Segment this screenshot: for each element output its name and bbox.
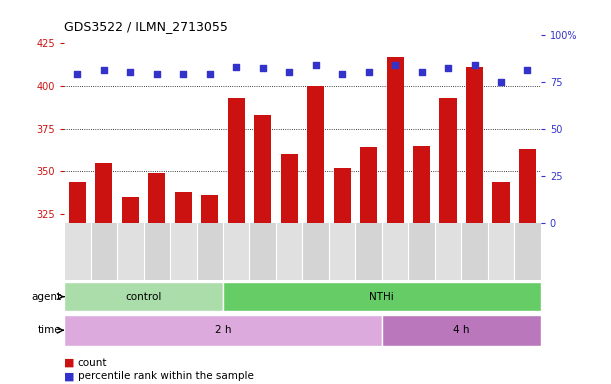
Bar <box>201 195 218 223</box>
Bar <box>360 147 377 223</box>
Text: percentile rank within the sample: percentile rank within the sample <box>78 371 254 381</box>
Bar <box>280 154 298 223</box>
Text: agent: agent <box>31 291 61 302</box>
Bar <box>334 168 351 223</box>
Bar <box>492 182 510 223</box>
Bar <box>170 223 197 280</box>
Point <box>470 61 480 68</box>
Bar <box>461 223 488 280</box>
Bar <box>117 223 144 280</box>
Text: ■: ■ <box>64 358 78 368</box>
Point <box>390 61 400 68</box>
Bar <box>387 57 404 223</box>
Point <box>284 69 294 75</box>
Point <box>258 65 268 71</box>
Bar <box>64 282 223 311</box>
Bar <box>148 173 166 223</box>
Bar <box>249 223 276 280</box>
Point <box>125 69 135 75</box>
Point <box>232 63 241 70</box>
Bar <box>197 223 223 280</box>
Bar <box>519 149 536 223</box>
Bar <box>514 223 541 280</box>
Bar <box>488 223 514 280</box>
Bar <box>122 197 139 223</box>
Bar <box>64 315 382 346</box>
Bar <box>466 67 483 223</box>
Point <box>443 65 453 71</box>
Point <box>73 71 82 77</box>
Point <box>152 71 162 77</box>
Bar <box>228 98 245 223</box>
Bar <box>329 223 356 280</box>
Bar <box>439 98 456 223</box>
Bar <box>382 315 541 346</box>
Text: control: control <box>125 291 162 302</box>
Text: GDS3522 / ILMN_2713055: GDS3522 / ILMN_2713055 <box>64 20 228 33</box>
Bar <box>413 146 430 223</box>
Bar <box>144 223 170 280</box>
Point <box>337 71 347 77</box>
Bar <box>254 115 271 223</box>
Point <box>205 71 214 77</box>
Bar <box>302 223 329 280</box>
Bar <box>69 182 86 223</box>
Bar <box>276 223 302 280</box>
Bar <box>382 223 408 280</box>
Bar <box>408 223 435 280</box>
Bar <box>64 223 90 280</box>
Text: count: count <box>78 358 107 368</box>
Bar <box>307 86 324 223</box>
Text: 4 h: 4 h <box>453 325 470 335</box>
Bar <box>356 223 382 280</box>
Point <box>311 61 321 68</box>
Point <box>99 67 109 73</box>
Point <box>496 79 506 85</box>
Point <box>364 69 373 75</box>
Text: time: time <box>37 325 61 335</box>
Bar <box>223 282 541 311</box>
Bar <box>435 223 461 280</box>
Bar <box>95 163 112 223</box>
Bar <box>90 223 117 280</box>
Bar <box>175 192 192 223</box>
Point <box>522 67 532 73</box>
Text: NTHi: NTHi <box>370 291 394 302</box>
Point <box>417 69 426 75</box>
Point <box>178 71 188 77</box>
Text: ■: ■ <box>64 371 78 381</box>
Bar <box>223 223 249 280</box>
Text: 2 h: 2 h <box>214 325 232 335</box>
